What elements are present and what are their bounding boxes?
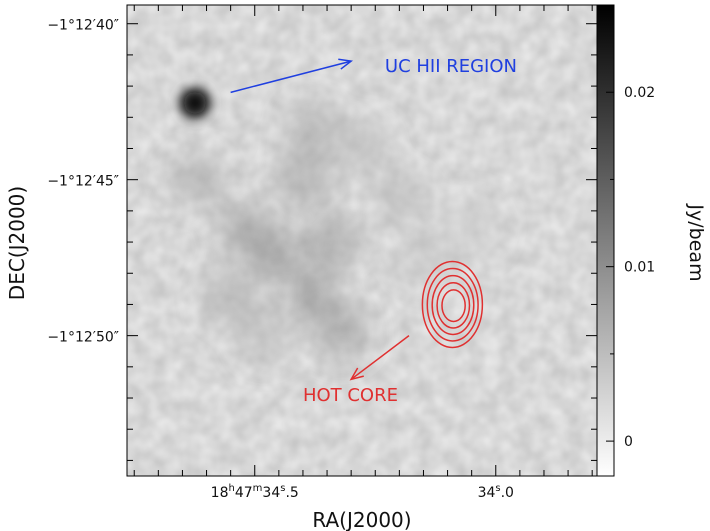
- x-tick-label-1: 34s.0: [478, 483, 514, 501]
- colorbar-label: Jy/beam: [685, 203, 707, 281]
- axis-ticks: 18h47m34s.5 34s.0 −1°12′40″ −1°12′45″ −1°12′…: [47, 5, 597, 501]
- emission-knot-12: [238, 309, 291, 362]
- emission-knot-7: [170, 153, 223, 206]
- arrow-head-0: [338, 58, 354, 70]
- arrow-head-1: [349, 367, 364, 381]
- point-sources: [177, 85, 212, 120]
- y-tick-label-0: −1°12′40″: [47, 18, 119, 34]
- arrow-shaft-1: [350, 335, 410, 380]
- annotation-arrows: [230, 58, 410, 381]
- annotations: UC HII REGION HOT CORE: [303, 56, 517, 406]
- contour-level-3: [431, 274, 475, 336]
- emission-knot-13: [334, 122, 387, 175]
- map-image-area: [127, 5, 597, 476]
- hot-core-contours: [421, 260, 484, 349]
- colorbar-tick-label-0: 0.02: [624, 85, 655, 101]
- emission-knot-1: [219, 203, 272, 256]
- colorbar-tick-label-2: 0: [624, 434, 633, 450]
- emission-knot-8: [286, 103, 339, 156]
- contour-level-4: [436, 281, 471, 329]
- emission-knot-11: [445, 200, 498, 253]
- contour-level-1: [421, 260, 484, 349]
- annotation-0: UC HII REGION: [385, 56, 517, 77]
- colorbar: [597, 5, 614, 476]
- diffuse-emission: [170, 103, 498, 362]
- y-axis-label: DEC(J2000): [5, 186, 29, 300]
- emission-knot-4: [286, 269, 339, 322]
- emission-knot-9: [373, 172, 426, 225]
- uc-hii-source: [183, 91, 206, 114]
- emission-knot-6: [204, 272, 257, 325]
- arrow-shaft-0: [230, 60, 352, 94]
- contour-level-2: [426, 267, 479, 342]
- colorbar-ticks: 0.02 0.01 0: [606, 85, 655, 450]
- emission-knot-5: [315, 306, 368, 359]
- annotation-1: HOT CORE: [303, 385, 398, 406]
- emission-knot-10: [397, 231, 450, 284]
- map-noise-texture: [127, 5, 597, 476]
- y-tick-label-2: −1°12′50″: [47, 330, 119, 346]
- contour-level-5: [441, 289, 466, 323]
- x-axis-label: RA(J2000): [312, 508, 411, 531]
- colorbar-tick-label-1: 0.01: [624, 260, 655, 276]
- y-tick-label-1: −1°12′45″: [47, 174, 119, 190]
- emission-knot-2: [276, 153, 329, 206]
- colorbar-frame: [596, 4, 615, 477]
- x-tick-label-0: 18h47m34s.5: [211, 483, 299, 501]
- emission-knot-3: [305, 216, 358, 269]
